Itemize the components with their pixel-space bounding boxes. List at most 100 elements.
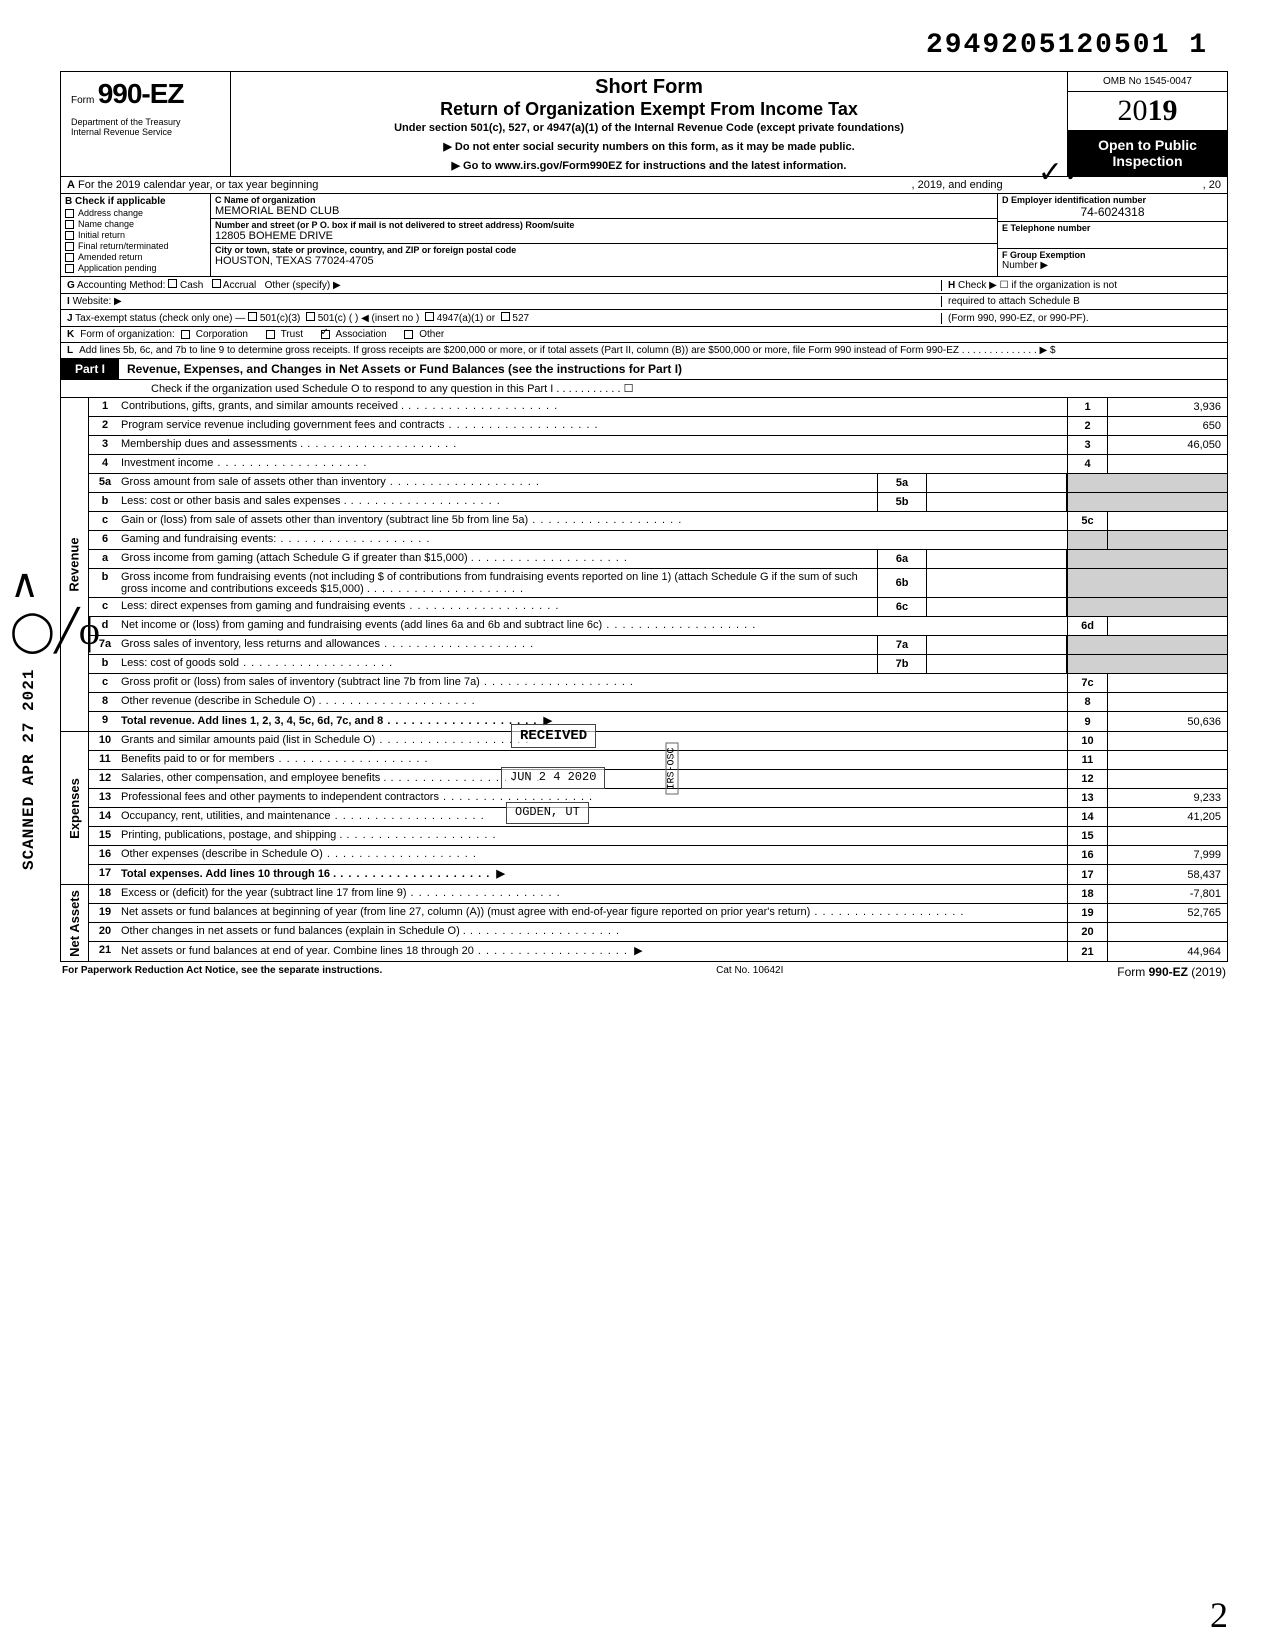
line-desc: Net assets or fund balances at end of ye… bbox=[121, 942, 1067, 961]
line-6d: dNet income or (loss) from gaming and fu… bbox=[89, 617, 1227, 636]
line-end-val bbox=[1107, 693, 1227, 711]
line-6a: aGross income from gaming (attach Schedu… bbox=[89, 550, 1227, 569]
line-num: 9 bbox=[89, 712, 121, 731]
block-bcdef: B Check if applicable Address changeName… bbox=[60, 194, 1228, 277]
line-num: 11 bbox=[89, 751, 121, 769]
form-prefix: Form bbox=[71, 95, 94, 106]
f-label2: Number ▶ bbox=[1002, 260, 1223, 271]
line-end-num: 19 bbox=[1067, 904, 1107, 922]
line-end-val bbox=[1107, 923, 1227, 941]
row-i: I Website: ▶ required to attach Schedule… bbox=[60, 294, 1228, 310]
row-l: L Add lines 5b, 6c, and 7b to line 9 to … bbox=[60, 343, 1228, 359]
part1-badge: Part I bbox=[61, 359, 119, 379]
department-label: Department of the Treasury Internal Reve… bbox=[71, 118, 220, 138]
line-num: 4 bbox=[89, 455, 121, 473]
j-chk-2[interactable] bbox=[425, 312, 434, 321]
open-to-public-badge: Open to Public Inspection bbox=[1068, 130, 1227, 176]
line-num: 2 bbox=[89, 417, 121, 435]
line-mid-num: 6b bbox=[877, 569, 927, 597]
line-17: 17Total expenses. Add lines 10 through 1… bbox=[89, 865, 1227, 884]
line-end-num: 4 bbox=[1067, 455, 1107, 473]
line-end-val-shaded bbox=[1107, 493, 1227, 511]
line-end-val-shaded bbox=[1107, 569, 1227, 597]
k-opt-1: Trust bbox=[281, 329, 303, 340]
line-num: 6 bbox=[89, 531, 121, 549]
b-checkbox-2[interactable] bbox=[65, 231, 74, 240]
k-chk-1[interactable] bbox=[266, 330, 275, 339]
line-num: 3 bbox=[89, 436, 121, 454]
b-checkbox-0[interactable] bbox=[65, 209, 74, 218]
line-end-num: 20 bbox=[1067, 923, 1107, 941]
line-6c: cLess: direct expenses from gaming and f… bbox=[89, 598, 1227, 617]
j-chk-3[interactable] bbox=[501, 312, 510, 321]
line-mid-val bbox=[927, 655, 1067, 673]
j-opt-2: 4947(a)(1) or bbox=[437, 313, 495, 324]
line-end-val: 9,233 bbox=[1107, 789, 1227, 807]
title-instruction-2: ▶ Go to www.irs.gov/Form990EZ for instru… bbox=[239, 159, 1059, 172]
b-item-5: Application pending bbox=[65, 263, 206, 273]
j-chk-0[interactable] bbox=[248, 312, 257, 321]
b-checkbox-1[interactable] bbox=[65, 220, 74, 229]
line-end-num: 2 bbox=[1067, 417, 1107, 435]
line-desc: Contributions, gifts, grants, and simila… bbox=[121, 398, 1067, 416]
b-checkbox-5[interactable] bbox=[65, 264, 74, 273]
line-num: c bbox=[89, 674, 121, 692]
col-de: D Employer identification number 74-6024… bbox=[997, 194, 1227, 276]
line-end-val bbox=[1107, 455, 1227, 473]
line-num: 21 bbox=[89, 942, 121, 961]
line-end-num: 8 bbox=[1067, 693, 1107, 711]
line-end-val bbox=[1107, 827, 1227, 845]
c-city-value: HOUSTON, TEXAS 77024-4705 bbox=[215, 255, 993, 267]
part1-subtitle: Check if the organization used Schedule … bbox=[60, 380, 1228, 398]
line-end-num: 7c bbox=[1067, 674, 1107, 692]
line-desc: Gross amount from sale of assets other t… bbox=[121, 474, 877, 492]
k-chk-3[interactable] bbox=[404, 330, 413, 339]
line-end-shaded bbox=[1067, 636, 1107, 654]
line-mid-num: 5b bbox=[877, 493, 927, 511]
b-checkbox-3[interactable] bbox=[65, 242, 74, 251]
footer: For Paperwork Reduction Act Notice, see … bbox=[60, 962, 1228, 982]
b-checkbox-4[interactable] bbox=[65, 253, 74, 262]
line-end-num: 1 bbox=[1067, 398, 1107, 416]
c-city-label: City or town, state or province, country… bbox=[215, 245, 993, 255]
revenue-grid: Revenue 1Contributions, gifts, grants, a… bbox=[60, 398, 1228, 732]
footer-left: For Paperwork Reduction Act Notice, see … bbox=[62, 965, 382, 979]
b-label-2: Initial return bbox=[78, 230, 125, 240]
k-opt-3: Other bbox=[419, 329, 444, 340]
line-14: 14Occupancy, rent, utilities, and mainte… bbox=[89, 808, 1227, 827]
g-cash-checkbox[interactable] bbox=[168, 279, 177, 288]
line-end-shaded bbox=[1067, 493, 1107, 511]
handwritten-initials: ✓✓ bbox=[1038, 155, 1088, 190]
line-8: 8Other revenue (describe in Schedule O) … bbox=[89, 693, 1227, 712]
line-end-val bbox=[1107, 674, 1227, 692]
line-16: 16Other expenses (describe in Schedule O… bbox=[89, 846, 1227, 865]
line-6: 6Gaming and fundraising events: bbox=[89, 531, 1227, 550]
line-5b: bLess: cost or other basis and sales exp… bbox=[89, 493, 1227, 512]
line-end-num: 21 bbox=[1067, 942, 1107, 961]
expenses-side-label: Expenses bbox=[61, 732, 89, 884]
open-public-l1: Open to Public bbox=[1070, 137, 1225, 153]
line-desc: Less: cost or other basis and sales expe… bbox=[121, 493, 877, 511]
line-end-val bbox=[1107, 617, 1227, 635]
line-10: 10Grants and similar amounts paid (list … bbox=[89, 732, 1227, 751]
j-chk-1[interactable] bbox=[306, 312, 315, 321]
line-desc: Gross profit or (loss) from sales of inv… bbox=[121, 674, 1067, 692]
line-19: 19Net assets or fund balances at beginni… bbox=[89, 904, 1227, 923]
line-mid-num: 6a bbox=[877, 550, 927, 568]
b-header: B Check if applicable bbox=[65, 196, 206, 207]
g-accrual-checkbox[interactable] bbox=[212, 279, 221, 288]
title-subtitle: Under section 501(c), 527, or 4947(a)(1)… bbox=[239, 122, 1059, 134]
line-12: 12Salaries, other compensation, and empl… bbox=[89, 770, 1227, 789]
line-end-val-shaded bbox=[1107, 655, 1227, 673]
line-desc: Printing, publications, postage, and shi… bbox=[121, 827, 1067, 845]
part1-header: Part I Revenue, Expenses, and Changes in… bbox=[60, 359, 1228, 380]
line-end-num: 3 bbox=[1067, 436, 1107, 454]
line-mid-val bbox=[927, 474, 1067, 492]
g-other: Other (specify) ▶ bbox=[265, 280, 341, 291]
k-chk-2[interactable]: ✓ bbox=[321, 330, 330, 339]
k-chk-0[interactable] bbox=[181, 330, 190, 339]
b-label-3: Final return/terminated bbox=[78, 241, 169, 251]
line-end-val bbox=[1107, 751, 1227, 769]
irs-osc-stamp: IRS-OSC bbox=[666, 742, 679, 794]
h-text2: required to attach Schedule B bbox=[948, 296, 1080, 307]
